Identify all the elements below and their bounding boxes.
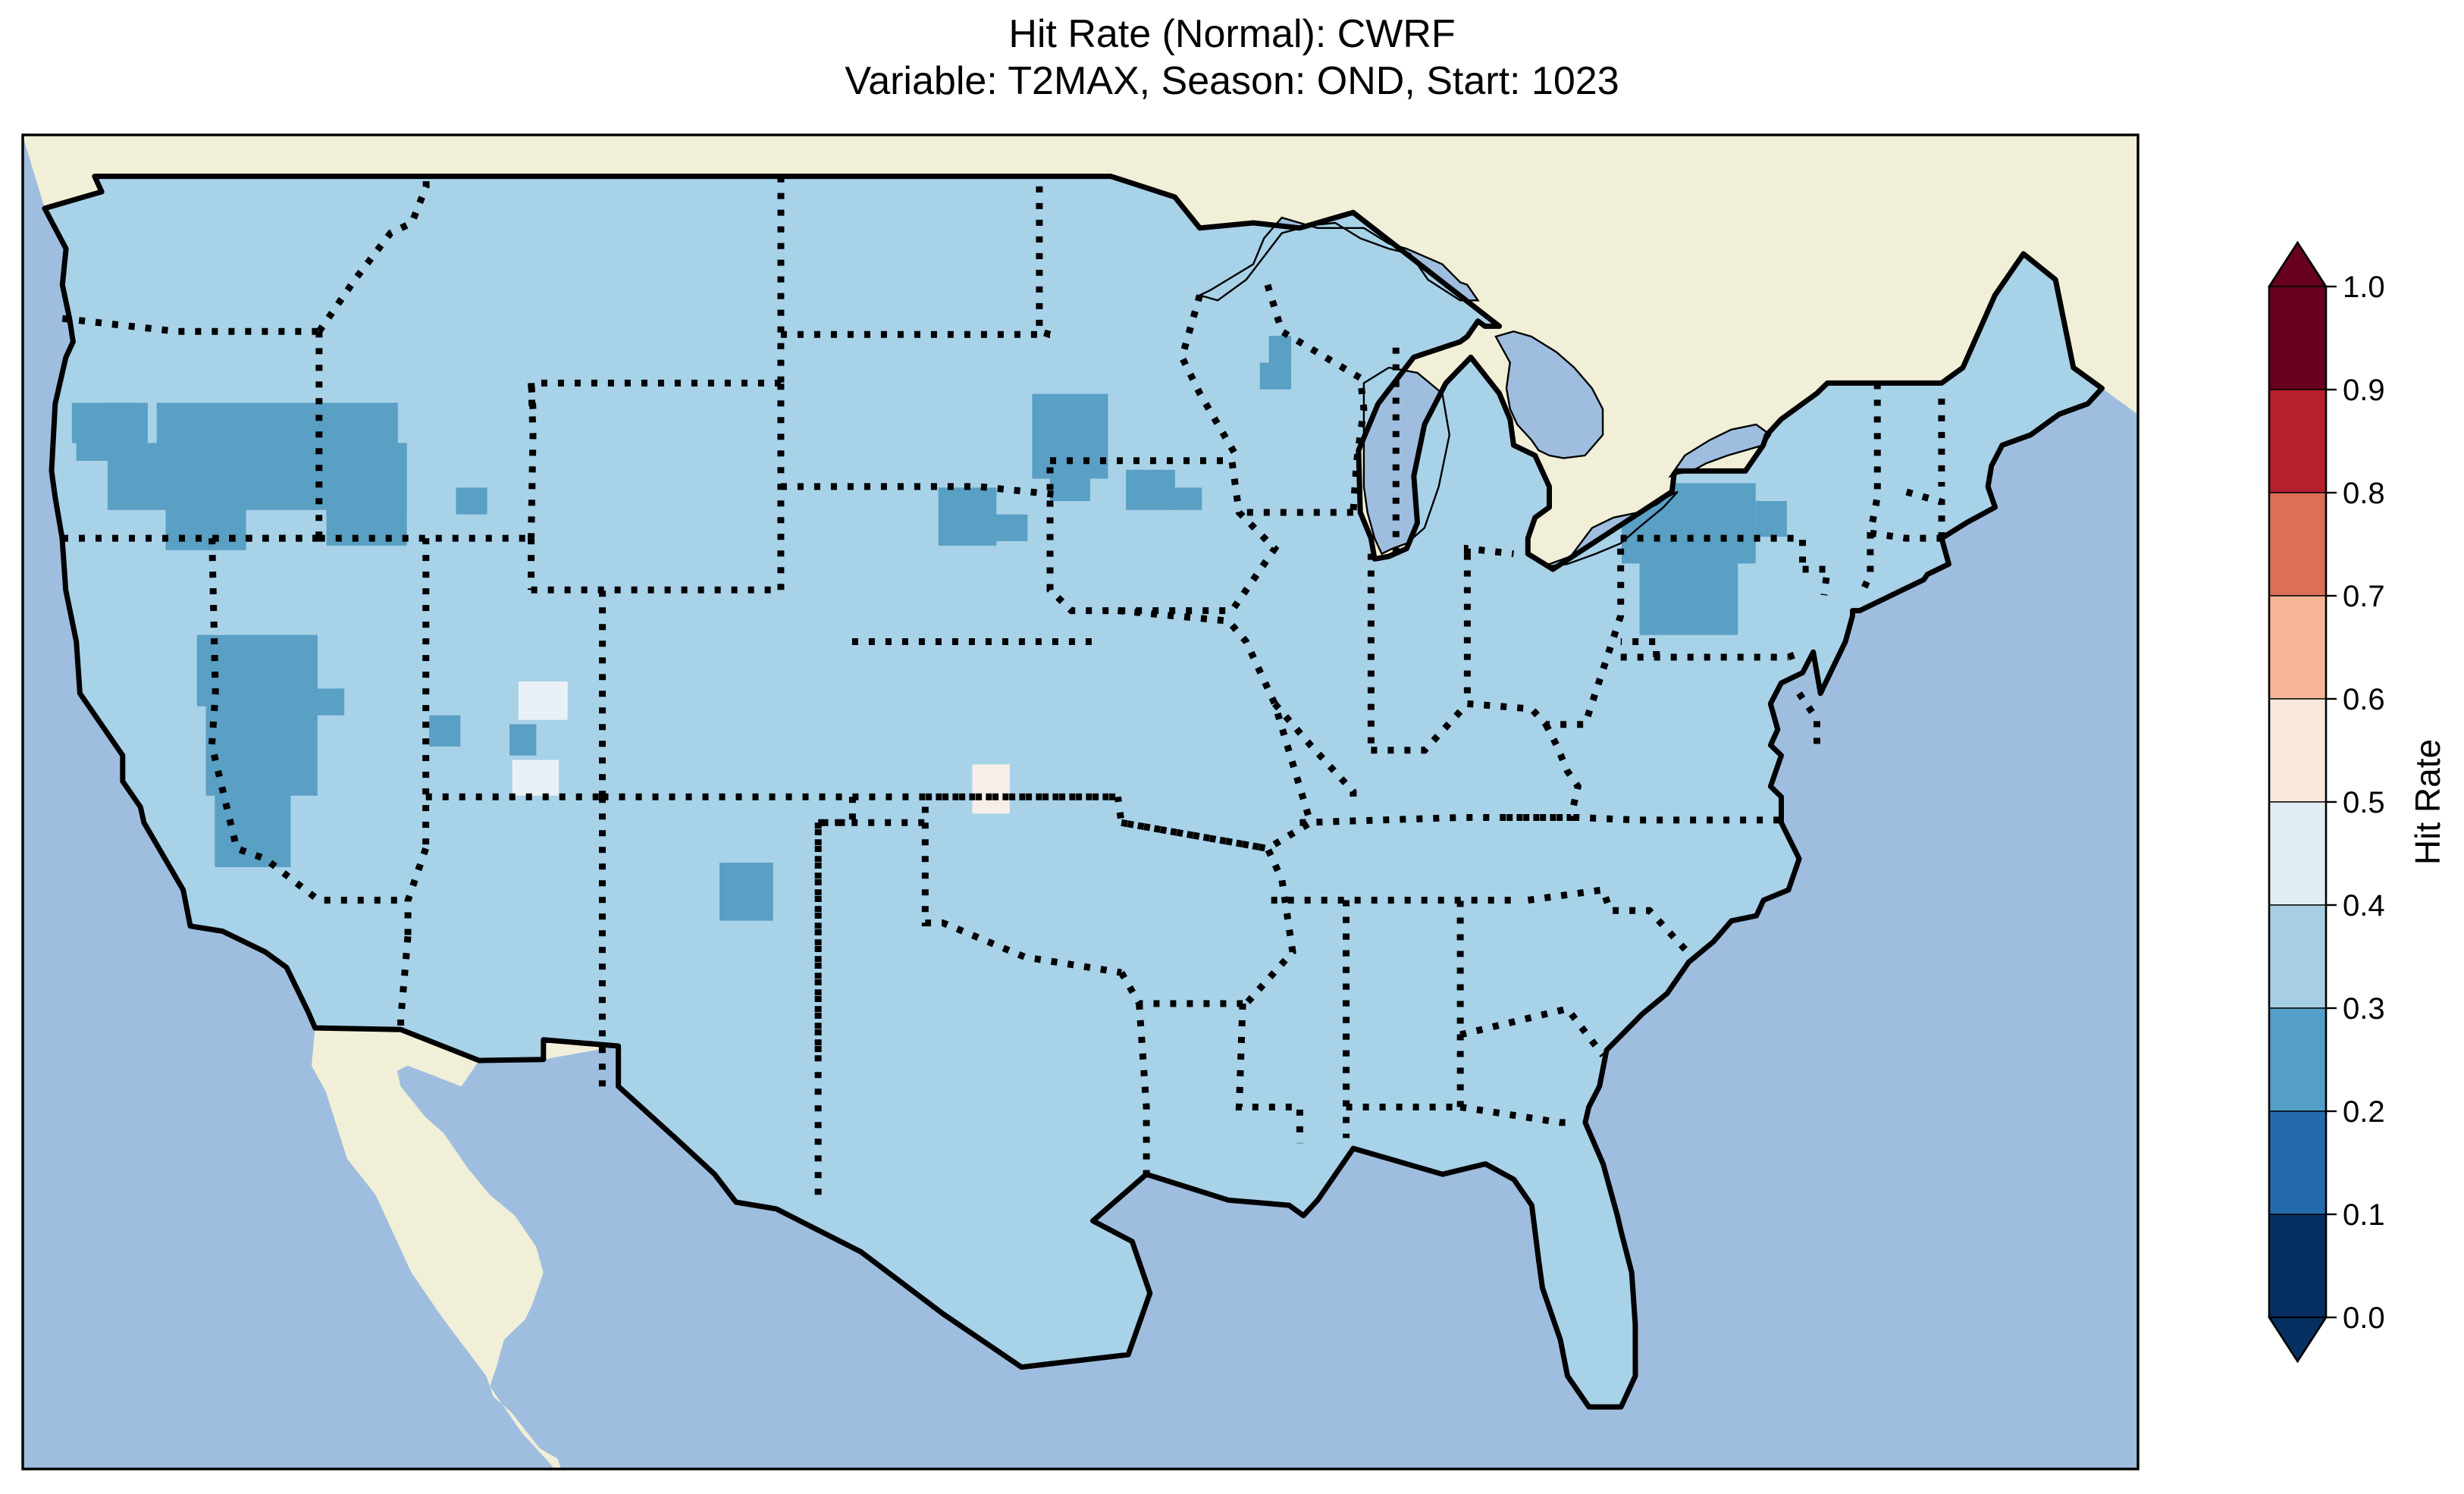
- svg-text:1.0: 1.0: [2343, 271, 2385, 304]
- svg-text:0.4: 0.4: [2343, 889, 2385, 922]
- svg-text:0.9: 0.9: [2343, 374, 2385, 407]
- svg-text:0.2: 0.2: [2343, 1095, 2385, 1129]
- svg-text:0.7: 0.7: [2343, 580, 2385, 613]
- svg-text:0.0: 0.0: [2343, 1301, 2385, 1335]
- svg-text:0.3: 0.3: [2343, 992, 2385, 1026]
- svg-text:0.5: 0.5: [2343, 786, 2385, 819]
- svg-text:0.8: 0.8: [2343, 477, 2385, 510]
- svg-text:Hit Rate: Hit Rate: [2408, 739, 2447, 865]
- svg-text:0.1: 0.1: [2343, 1198, 2385, 1232]
- svg-text:0.6: 0.6: [2343, 683, 2385, 716]
